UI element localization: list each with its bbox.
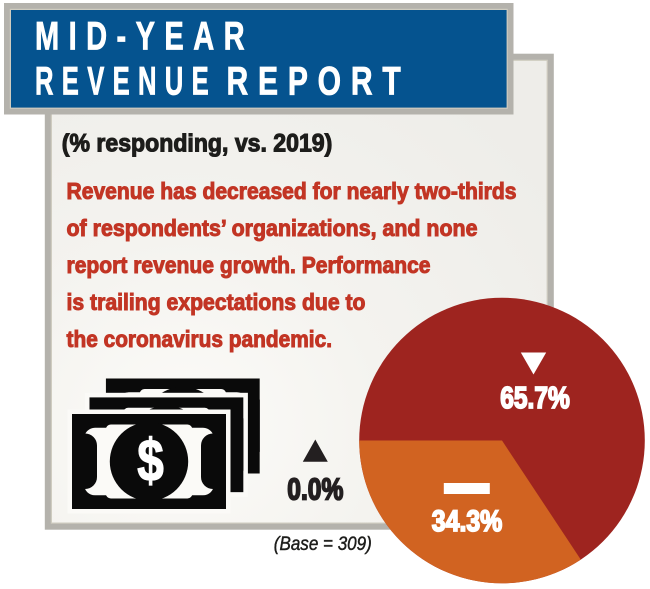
svg-text:REVENUE: REVENUE — [35, 59, 217, 103]
svg-text:(Base = 309): (Base = 309) — [274, 534, 372, 555]
svg-text:Revenue has decreased for near: Revenue has decreased for nearly two-thi… — [67, 178, 517, 204]
svg-text:is trailing expectations due t: is trailing expectations due to — [67, 289, 366, 315]
svg-text:65.7%: 65.7% — [500, 380, 570, 415]
svg-text:(% responding, vs. 2019): (% responding, vs. 2019) — [62, 129, 333, 157]
svg-text:$: $ — [137, 427, 164, 493]
svg-text:report revenue growth. Perform: report revenue growth. Performance — [67, 252, 431, 278]
svg-text:of respondents’ organizations,: of respondents’ organizations, and none — [67, 215, 478, 241]
svg-text:REPORT: REPORT — [227, 59, 411, 103]
svg-text:MID-YEAR: MID-YEAR — [35, 14, 254, 58]
svg-text:34.3%: 34.3% — [432, 505, 503, 538]
svg-text:the coronavirus pandemic.: the coronavirus pandemic. — [67, 326, 333, 352]
svg-text:0.0%: 0.0% — [287, 472, 343, 506]
